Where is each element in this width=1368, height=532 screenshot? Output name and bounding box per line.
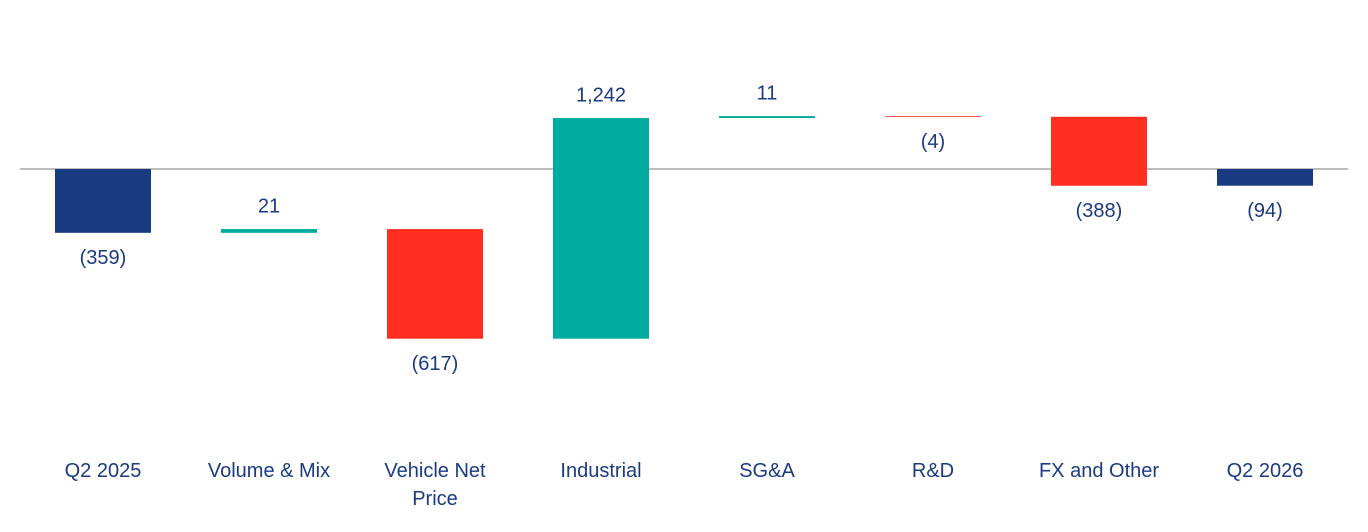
bar bbox=[1217, 169, 1313, 186]
bar bbox=[55, 169, 151, 233]
bar bbox=[1051, 116, 1147, 186]
value-label: (359) bbox=[80, 247, 127, 269]
bar bbox=[221, 229, 317, 233]
category-label: Q2 2025 bbox=[64, 460, 142, 482]
bar bbox=[553, 118, 649, 339]
category-label: Vehicle Net Price bbox=[384, 460, 486, 510]
bar bbox=[719, 116, 815, 119]
value-label: (94) bbox=[1247, 200, 1283, 222]
value-label: 11 bbox=[757, 82, 778, 104]
value-label: (617) bbox=[412, 353, 459, 375]
value-label: 1,242 bbox=[576, 84, 626, 106]
category-label: SG&A bbox=[739, 460, 795, 482]
value-label: (4) bbox=[921, 131, 945, 153]
bar bbox=[885, 116, 981, 117]
category-label: Industrial bbox=[560, 460, 642, 482]
category-label: Volume & Mix bbox=[207, 460, 331, 482]
value-label: (388) bbox=[1076, 200, 1123, 222]
value-label: 21 bbox=[258, 195, 280, 217]
category-label: R&D bbox=[911, 460, 955, 482]
bar bbox=[387, 229, 483, 339]
category-label: FX and Other bbox=[1038, 460, 1160, 482]
category-label: Q2 2026 bbox=[1226, 460, 1304, 482]
